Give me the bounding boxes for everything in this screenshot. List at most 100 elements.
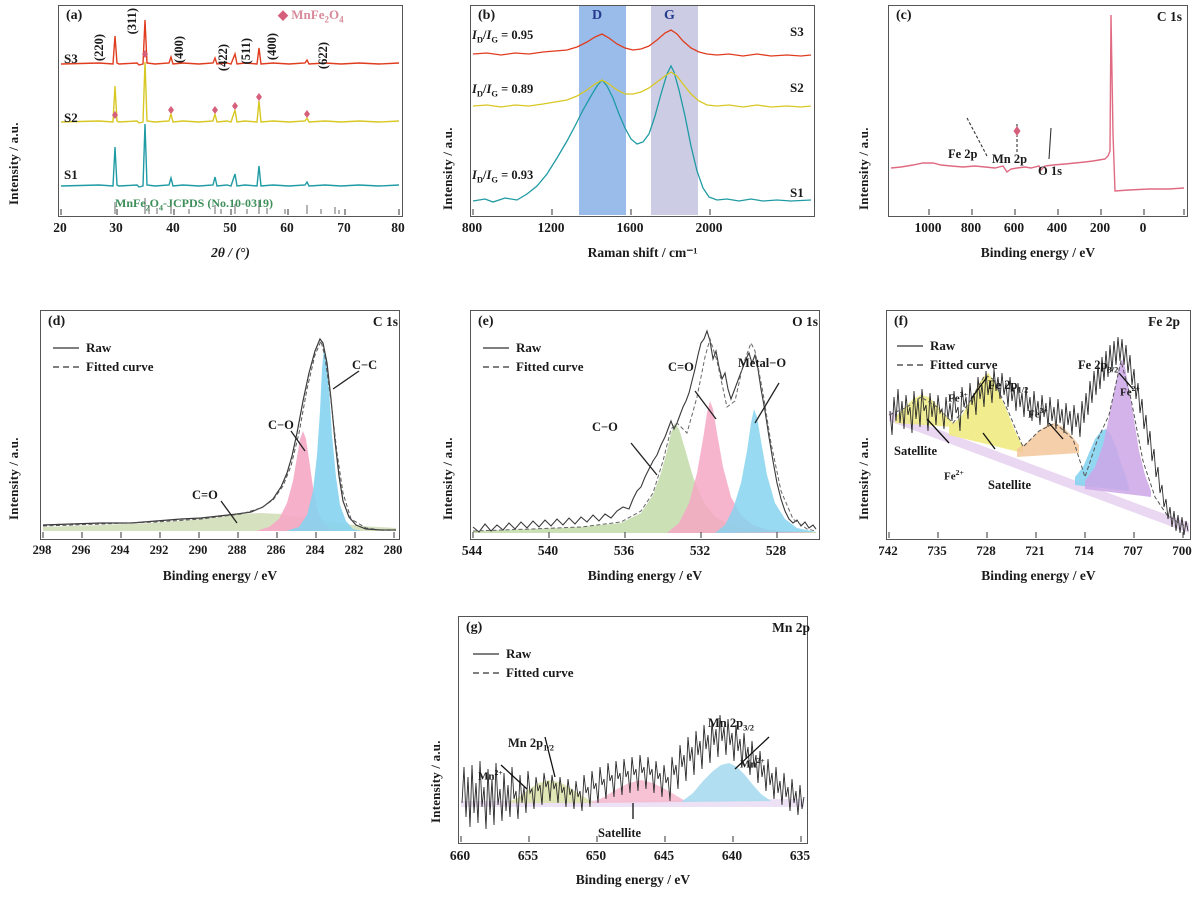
- tick-f-5: 707: [1123, 543, 1143, 558]
- panel-b-xticks: [472, 209, 711, 215]
- fitted-curve-f: [888, 360, 1189, 528]
- jcpds-reference-sticks: [114, 198, 340, 214]
- panel-a-label-s3: S3: [64, 51, 78, 66]
- legend-line-dashed: [897, 363, 923, 366]
- tick-f-4: 714: [1074, 543, 1094, 558]
- tick-d-3: 292: [149, 543, 169, 557]
- panel-e-ylabel: Intensity / a.u.: [440, 437, 455, 520]
- series-b-s1-curve: [472, 64, 812, 203]
- panel-c-annotation-arrows: [966, 117, 1052, 160]
- tick-f-6: 700: [1172, 543, 1192, 558]
- fitted-curve-d: [42, 339, 396, 531]
- fit-fe2p32-purple-f: [1085, 359, 1151, 497]
- annot-d-ceo: C=O: [192, 488, 218, 502]
- legend-label-raw-e: Raw: [516, 339, 542, 355]
- raw-curve-g: [461, 714, 805, 830]
- legend-label-raw: Raw: [86, 339, 112, 355]
- tick-f-1: 735: [927, 543, 947, 558]
- tick-e-1: 540: [537, 543, 559, 558]
- panel-a-ylabel: Intensity / a.u.: [6, 122, 21, 205]
- tick-e-0: 544: [461, 543, 483, 558]
- panel-g-plotbox: [458, 616, 808, 844]
- panel-a-xticks: [60, 209, 400, 215]
- tick-a-2: 40: [166, 220, 180, 235]
- legend-line-dashed: [483, 365, 509, 368]
- tick-e-3: 532: [689, 543, 711, 558]
- tick-c-3: 400: [1046, 220, 1068, 235]
- ratio-s3: ID/IG = 0.95: [472, 28, 534, 45]
- panel-d: Intensity / a.u. (d) C 1s Raw: [0, 300, 420, 600]
- panel-e-plotbox: [470, 310, 820, 540]
- panel-g-legend: Raw Fitted curve: [472, 644, 574, 682]
- jcpds-label: MnFe2O4-JCPDS (No.10-0319): [115, 196, 273, 213]
- legend-item-raw-f: Raw: [896, 336, 998, 355]
- tick-a-1: 30: [109, 220, 123, 235]
- annot-f-fe2p32: Fe 2p3/2: [1078, 358, 1119, 375]
- survey-curve: [890, 14, 1185, 192]
- hkl-400b: (400): [265, 33, 279, 61]
- legend-item-fitted: Fitted curve: [52, 357, 154, 376]
- panel-c-tag: (c): [896, 8, 912, 23]
- tick-a-4: 60: [280, 220, 294, 235]
- tick-a-5: 70: [337, 220, 351, 235]
- tick-g-2: 650: [585, 848, 607, 863]
- annot-d-co: C−O: [268, 418, 294, 432]
- legend-label-fitted-e: Fitted curve: [516, 358, 584, 374]
- ratio-s2: ID/IG = 0.89: [472, 82, 534, 99]
- panel-c-xlabel: Binding energy / eV: [980, 245, 1096, 260]
- panel-g-xlabel: Binding energy / eV: [575, 872, 691, 887]
- mn2p-marker: [1013, 126, 1021, 136]
- annot-e-ceo: C=O: [668, 360, 694, 374]
- annot-f-fe3-mid: Fe3+: [1028, 406, 1048, 421]
- panel-b-label-s1: S1: [790, 185, 804, 200]
- tick-b-3: 2000: [695, 220, 723, 235]
- legend-line-dashed: [473, 671, 499, 674]
- tick-d-7: 284: [305, 543, 325, 557]
- panel-a-plotbox: [58, 5, 403, 217]
- panel-f-ylabel: Intensity / a.u.: [856, 437, 871, 520]
- panel-b-label-s3: S3: [790, 24, 804, 39]
- panel-g-ylabel: Intensity / a.u.: [428, 740, 443, 823]
- panel-f-xlabel: Binding energy / eV: [981, 568, 1096, 583]
- tick-c-5: 0: [1139, 220, 1147, 235]
- legend-line-solid: [897, 344, 923, 347]
- band-d-label: D: [592, 8, 603, 23]
- panel-a-tag: (a): [66, 8, 83, 23]
- panel-e: Intensity / a.u. (e) O 1s Raw Fitted: [420, 300, 840, 600]
- panel-d-plotbox: [40, 310, 400, 540]
- raw-curve-e: [472, 329, 817, 533]
- annot-d-cc: C−C: [352, 358, 378, 372]
- panel-a-xlabel: 2θ / (°): [211, 245, 250, 260]
- fit-blue-metalo-e: [715, 409, 816, 533]
- hkl-622: (622): [316, 42, 330, 70]
- annot-f-satellite-left: Satellite: [894, 444, 938, 458]
- hkl-422: (422): [216, 44, 230, 72]
- annot-f-satellite-mid: Satellite: [988, 478, 1032, 492]
- annot-g-mn2-left: Mn2+: [478, 768, 503, 783]
- band-g-region: [651, 6, 698, 215]
- tick-d-6: 286: [266, 543, 286, 557]
- tick-d-2: 294: [110, 543, 130, 557]
- hkl-220: (220): [92, 34, 106, 62]
- panel-a-legend-marker: ◆ MnFe2O4: [278, 7, 344, 25]
- tick-c-2: 600: [1003, 220, 1025, 235]
- raw-curve-d: [42, 337, 396, 531]
- fit-pink-ceo-e: [667, 401, 816, 533]
- annot-e-metalo: Metal−O: [738, 356, 787, 370]
- tick-a-6: 80: [391, 220, 405, 235]
- panel-d-tag: (d): [48, 314, 66, 329]
- panel-b-plotbox: [470, 5, 815, 217]
- fit-baseline-purple-f: [889, 411, 1189, 533]
- fit-blue-cc: [286, 347, 361, 531]
- panel-e-tag: (e): [478, 314, 494, 329]
- tick-d-8: 282: [344, 543, 364, 557]
- tick-f-2: 728: [976, 543, 996, 558]
- legend-item-fitted-e: Fitted curve: [482, 357, 584, 376]
- panel-d-annotation-arrows: [220, 370, 360, 524]
- panel-g-xticks: [460, 836, 802, 842]
- tick-g-1: 655: [517, 848, 539, 863]
- tick-e-2: 536: [613, 543, 635, 558]
- tick-d-9: 280: [383, 543, 403, 557]
- tick-c-4: 200: [1089, 220, 1111, 235]
- panel-f-corner-label: Fe 2p: [1148, 314, 1180, 329]
